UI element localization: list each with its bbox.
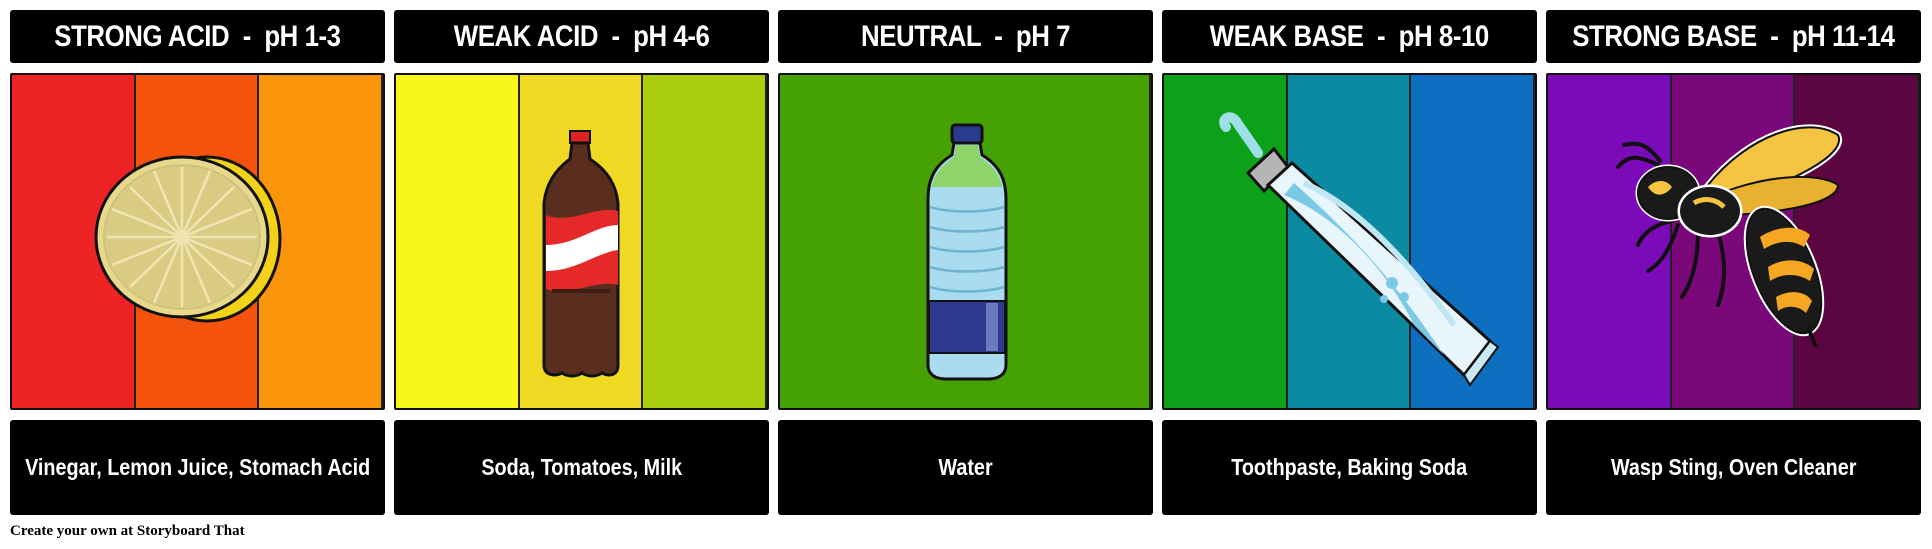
cell-title: STRONG ACID - pH 1-3: [10, 10, 385, 63]
scene-strong-base: [1546, 73, 1921, 410]
cell-strong-acid: STRONG ACID - pH 1-3: [10, 10, 385, 515]
cell-weak-acid: WEAK ACID - pH 4-6 Soda, Tomatoes, Milk: [394, 10, 769, 515]
water-bottle-icon: [926, 123, 1008, 381]
cell-caption: Wasp Sting, Oven Cleaner: [1546, 420, 1921, 515]
color-stripe: [1548, 75, 1672, 408]
cell-weak-base: WEAK BASE - pH 8-10 Toothpaste, Baking S…: [1162, 10, 1537, 515]
storyboard: STRONG ACID - pH 1-3: [10, 10, 1923, 515]
scene-weak-base: [1162, 73, 1537, 410]
scene-strong-acid: [10, 73, 385, 410]
scene-neutral: [778, 73, 1153, 410]
color-stripe: [396, 75, 520, 408]
cell-caption: Water: [778, 420, 1153, 515]
cell-caption: Soda, Tomatoes, Milk: [394, 420, 769, 515]
cell-caption: Vinegar, Lemon Juice, Stomach Acid: [10, 420, 385, 515]
cell-title: NEUTRAL - pH 7: [778, 10, 1153, 63]
wasp-icon: [1616, 124, 1843, 348]
soda-bottle-icon: [542, 130, 620, 378]
cell-strong-base: STRONG BASE - pH 11-14: [1546, 10, 1921, 515]
toothpaste-icon: [1219, 112, 1500, 387]
cell-title: WEAK ACID - pH 4-6: [394, 10, 769, 63]
color-stripe: [643, 75, 767, 408]
cell-neutral: NEUTRAL - pH 7 Water: [778, 10, 1153, 515]
cell-caption: Toothpaste, Baking Soda: [1162, 420, 1537, 515]
cell-title: STRONG BASE - pH 11-14: [1546, 10, 1921, 63]
scene-weak-acid: [394, 73, 769, 410]
cell-title: WEAK BASE - pH 8-10: [1162, 10, 1537, 63]
footer-credit[interactable]: Create your own at Storyboard That: [10, 523, 245, 539]
lemon-icon: [94, 155, 282, 323]
